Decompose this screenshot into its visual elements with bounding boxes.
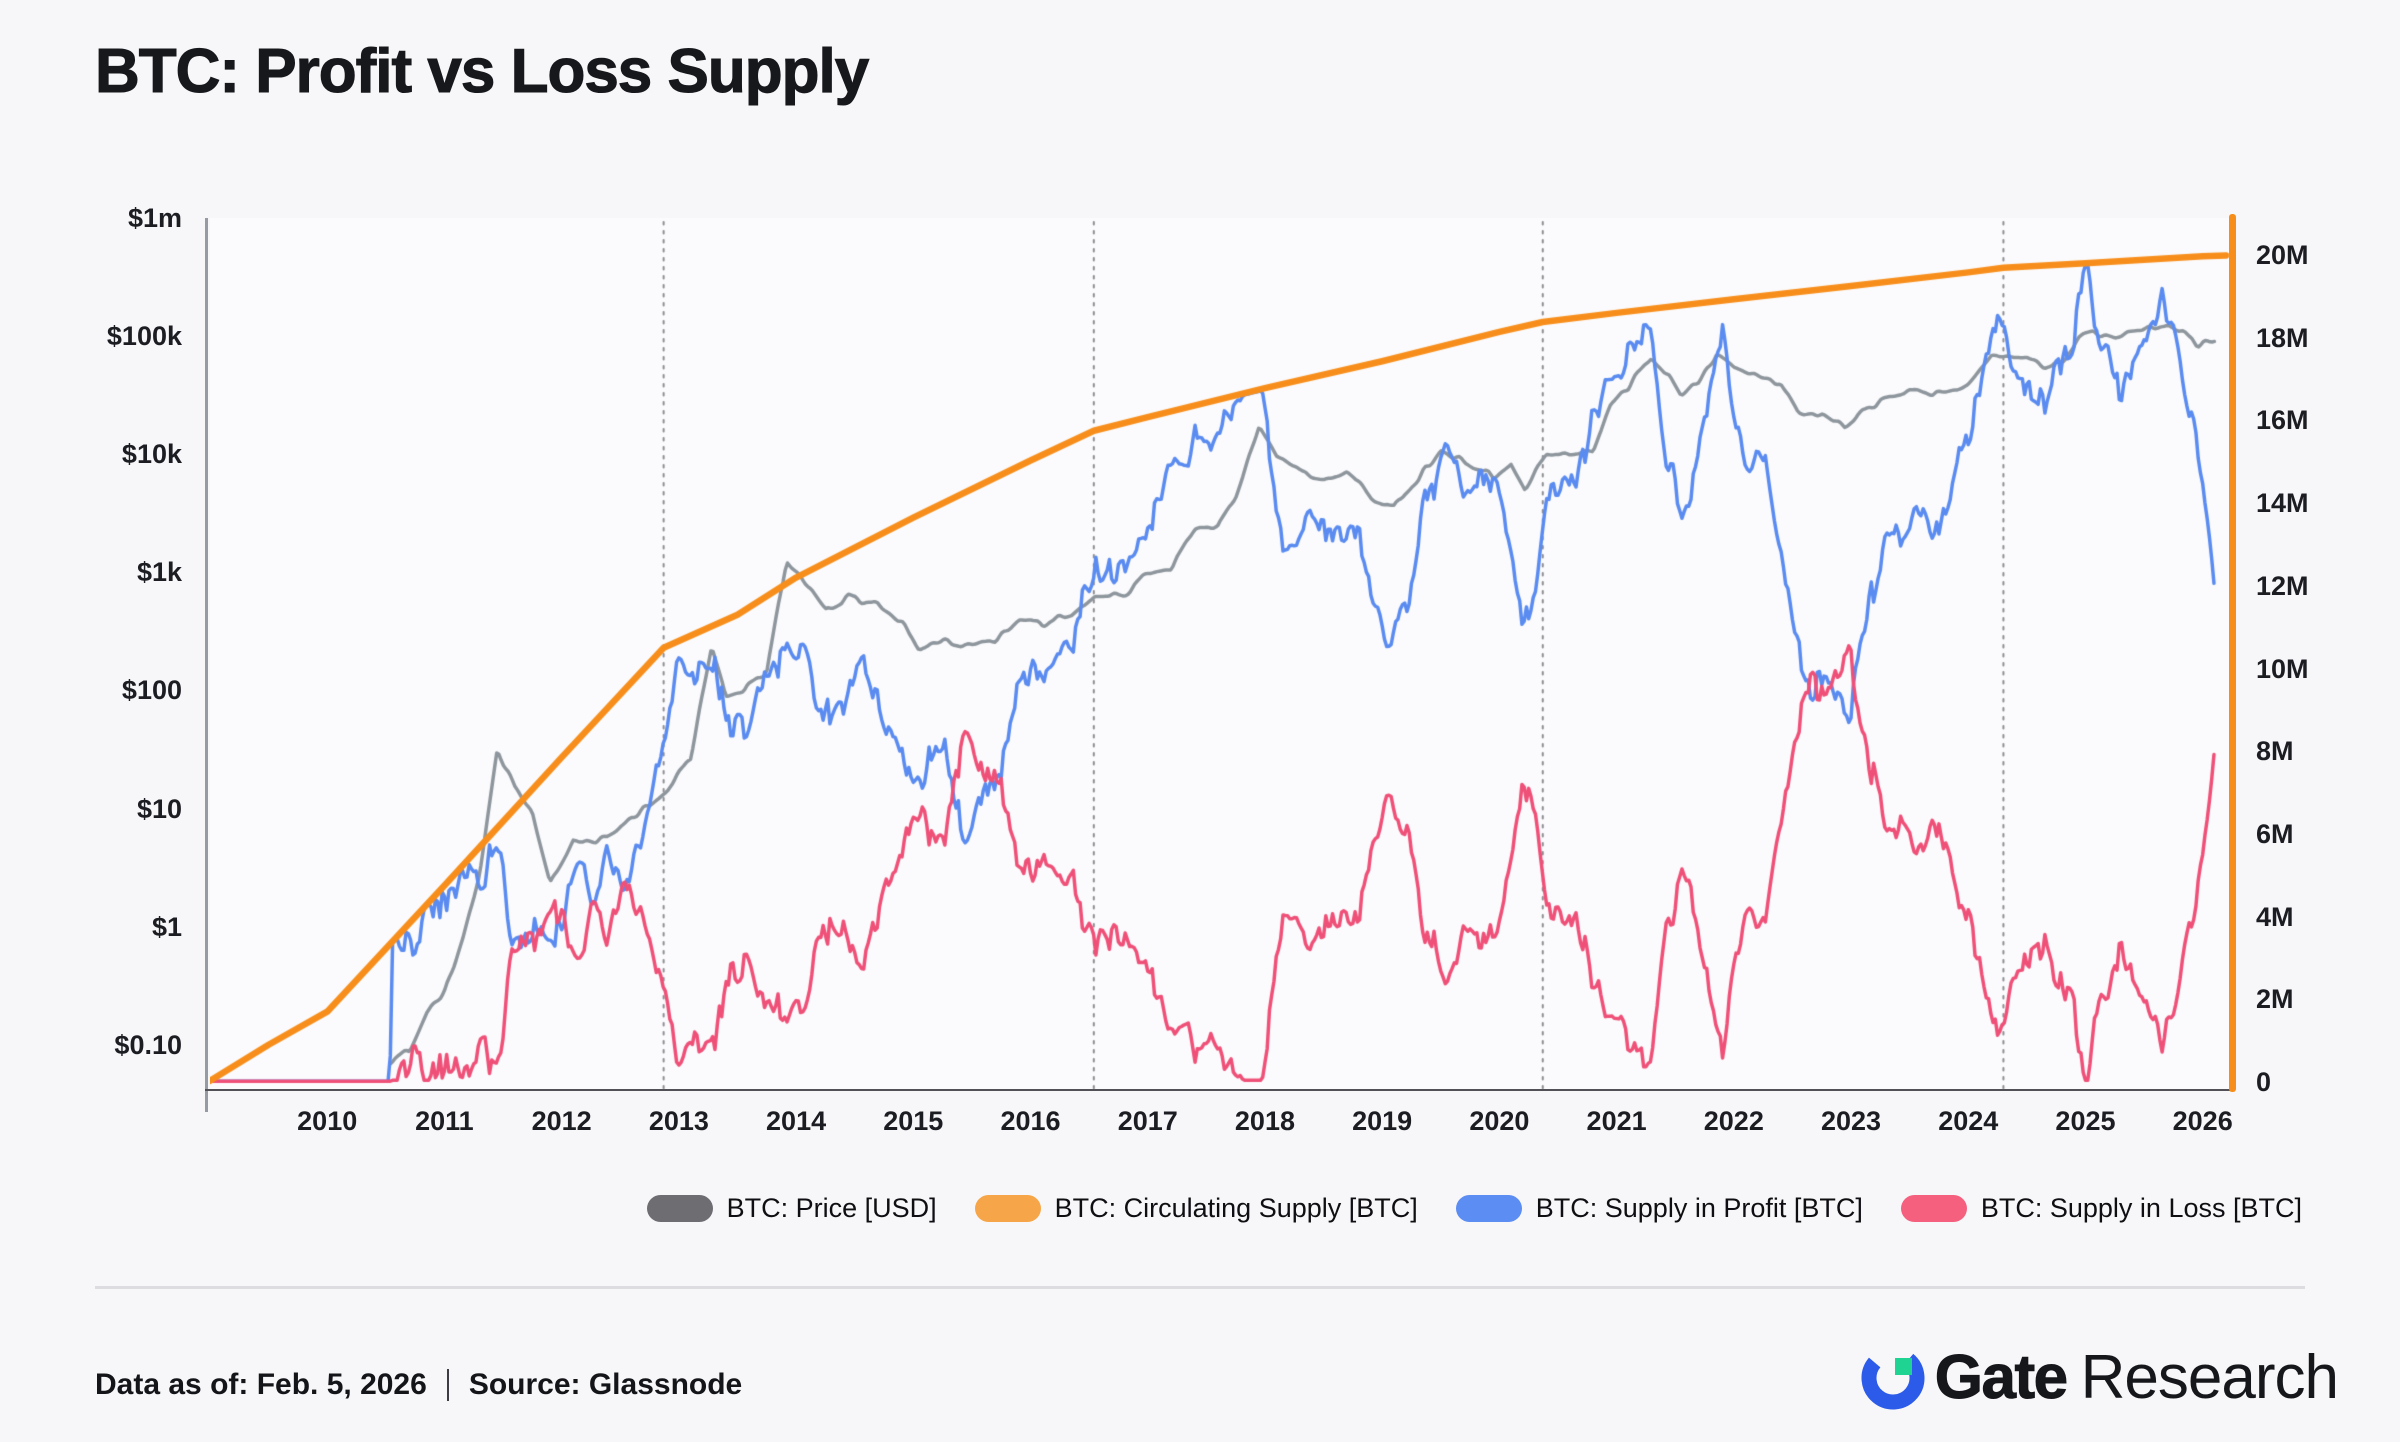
y-right-tick-label: 4M: [2256, 901, 2294, 932]
x-axis-year-label: 2022: [1703, 1106, 1764, 1136]
brand-logo: Gate Research: [1861, 1342, 2339, 1413]
y-right-tick-label: 20M: [2256, 240, 2309, 270]
legend-swatch: [1455, 1194, 1522, 1222]
y-left-tick-label: $1m: [127, 202, 182, 233]
source-text: Source: Glassnode: [468, 1368, 743, 1401]
y-right-tick-label: 12M: [2256, 570, 2309, 601]
y-right-tick-label: 14M: [2256, 488, 2309, 519]
y-left-tick-label: $1k: [136, 557, 182, 588]
y-left-tick-label: $10: [136, 793, 182, 824]
legend-swatch: [1900, 1194, 1967, 1222]
brand-name: Gate: [1934, 1343, 2068, 1413]
gate-logo-square: [1894, 1357, 1912, 1375]
x-axis-year-label: 2011: [415, 1106, 474, 1136]
gate-logo-icon: [1861, 1346, 1925, 1409]
y-axis-right-spine: [2229, 214, 2236, 1092]
chart-legend: BTC: Price [USD] BTC: Circulating Supply …: [646, 1184, 2302, 1232]
y-right-tick-label: 2M: [2256, 984, 2294, 1015]
y-right-tick-label: 6M: [2256, 818, 2294, 849]
legend-item: BTC: Circulating Supply [BTC]: [974, 1192, 1418, 1224]
legend-item: BTC: Supply in Profit [BTC]: [1455, 1192, 1863, 1224]
x-axis-year-label: 2013: [648, 1106, 709, 1136]
brand-suffix: Research: [2080, 1343, 2339, 1412]
x-axis-year-label: 2020: [1469, 1106, 1530, 1136]
legend-label: BTC: Supply in Profit [BTC]: [1535, 1192, 1863, 1223]
x-axis-year-label: 2019: [1352, 1106, 1413, 1136]
x-axis-year-label: 2012: [531, 1106, 592, 1136]
y-right-tick-label: 16M: [2256, 405, 2309, 436]
legend-item: BTC: Price [USD]: [646, 1192, 937, 1224]
x-axis-year-label: 2016: [1000, 1106, 1061, 1136]
data-as-of-text: Data as of: Feb. 5, 2026: [95, 1368, 427, 1401]
y-axis-left-spine: [205, 218, 208, 1112]
footer-meta: Data as of: Feb. 5, 2026 Source: Glassno…: [95, 1368, 742, 1402]
y-right-tick-label: 0: [2256, 1067, 2272, 1097]
x-axis-year-label: 2025: [2055, 1106, 2116, 1136]
footer-separator: [446, 1369, 449, 1401]
x-axis-year-label: 2026: [2172, 1106, 2233, 1136]
y-right-tick-label: 8M: [2256, 736, 2294, 767]
chart-canvas: [210, 218, 2232, 1092]
y-right-tick-label: 10M: [2256, 653, 2309, 684]
y-left-tick-label: $100k: [106, 320, 182, 351]
legend-label: BTC: Circulating Supply [BTC]: [1054, 1192, 1418, 1223]
footer-divider: [95, 1286, 2305, 1289]
x-axis-year-label: 2018: [1234, 1106, 1295, 1136]
legend-label: BTC: Supply in Loss [BTC]: [1980, 1192, 2302, 1223]
legend-swatch: [974, 1194, 1041, 1222]
legend-item: BTC: Supply in Loss [BTC]: [1900, 1192, 2302, 1224]
x-axis-year-label: 2015: [883, 1106, 944, 1136]
x-axis-year-label: 2023: [1820, 1106, 1882, 1136]
x-axis-year-label: 2017: [1117, 1106, 1178, 1136]
legend-swatch: [646, 1194, 713, 1222]
x-axis-spine: [205, 1089, 2234, 1091]
y-left-tick-label: $100: [121, 675, 182, 706]
y-right-tick-label: 18M: [2256, 322, 2309, 353]
y-left-tick-label: $1: [151, 911, 182, 942]
y-left-tick-label: $0.10: [114, 1030, 182, 1060]
x-axis-year-label: 2014: [766, 1106, 827, 1136]
page-title: BTC: Profit vs Loss Supply: [94, 36, 869, 106]
x-axis-year-label: 2024: [1938, 1106, 1999, 1136]
x-axis-year-label: 2010: [297, 1106, 358, 1136]
legend-label: BTC: Price [USD]: [726, 1192, 937, 1223]
gate-logo-ring: [1861, 1346, 1925, 1409]
y-left-tick-label: $10k: [121, 439, 182, 469]
x-axis-year-label: 2021: [1586, 1106, 1647, 1136]
